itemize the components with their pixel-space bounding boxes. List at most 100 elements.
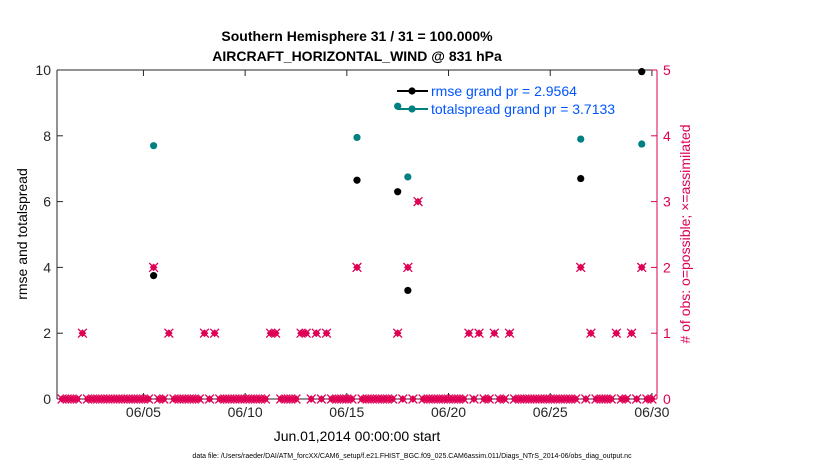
- obs-count-point: [626, 328, 637, 339]
- obs-cross-b: [270, 328, 281, 339]
- obs-cross-b: [209, 328, 220, 339]
- obs-count-point: [499, 394, 510, 404]
- obs-cross-b: [489, 328, 500, 339]
- obs-count-point: [311, 328, 322, 339]
- totalspread-point: [404, 173, 412, 181]
- obs-count-point: [392, 328, 403, 339]
- obs-count-point: [647, 394, 657, 404]
- obs-count-point: [636, 262, 647, 273]
- obs-count-point: [621, 394, 632, 404]
- obs-cross-b: [408, 394, 418, 404]
- x-axis-label: Jun.01,2014 00:00:00 start: [274, 428, 441, 444]
- totalspread-point: [638, 140, 646, 148]
- totalspread-point: [577, 135, 585, 143]
- obs-count-point: [306, 394, 317, 404]
- obs-count-point: [606, 394, 617, 404]
- obs-count-point: [504, 328, 515, 339]
- obs-cross-b: [474, 328, 484, 339]
- obs-count-point: [301, 328, 312, 339]
- obs-count-point: [260, 394, 271, 404]
- obs-cross-b: [575, 262, 586, 273]
- obs-count-point: [209, 328, 220, 339]
- plot-area: [56, 69, 658, 400]
- obs-count-point: [174, 394, 184, 404]
- obs-count-point: [204, 394, 215, 404]
- rmse-point: [638, 68, 646, 76]
- x-tick-label: 06/10: [228, 404, 263, 420]
- obs-cross-b: [631, 394, 642, 404]
- right-y-tick-label: 0: [663, 391, 671, 407]
- rmse-point: [577, 174, 585, 183]
- obs-count-point: [474, 328, 484, 339]
- obs-count-point: [387, 394, 398, 404]
- obs-cross-b: [158, 394, 169, 404]
- chart-title-line1: Southern Hemisphere 31 / 31 = 100.000%: [221, 28, 493, 44]
- obs-cross-b: [306, 394, 317, 404]
- obs-count-point: [316, 394, 327, 404]
- obs-count-point: [489, 328, 500, 339]
- obs-count-point: [77, 328, 88, 339]
- obs-count-point: [194, 394, 205, 404]
- obs-cross-b: [458, 394, 469, 404]
- totalspread-point: [394, 102, 402, 110]
- rmse-point: [404, 286, 412, 295]
- obs-count-point: [158, 394, 169, 404]
- obs-cross-b: [347, 394, 357, 404]
- rmse-point: [150, 272, 158, 280]
- obs-cross-b: [484, 394, 495, 404]
- obs-cross-b: [586, 328, 596, 339]
- chart-title-line2: AIRCRAFT_HORIZONTAL_WIND @ 831 hPa: [212, 48, 502, 64]
- right-y-tick-label: 5: [663, 62, 671, 78]
- obs-count-point: [484, 394, 495, 404]
- left-y-tick-label: 0: [43, 391, 51, 407]
- rmse-point: [353, 176, 361, 184]
- obs-count-point: [148, 262, 159, 273]
- obs-cross-b: [397, 394, 408, 404]
- obs-cross-b: [311, 328, 322, 339]
- obs-cross-b: [204, 394, 215, 404]
- left-y-tick-label: 2: [43, 325, 51, 341]
- obs-count-point: [575, 262, 586, 273]
- totalspread-point: [353, 133, 361, 142]
- obs-cross-b: [469, 394, 479, 404]
- rmse-point: [394, 188, 402, 196]
- obs-cross-b: [291, 394, 301, 404]
- x-tick-label: 06/30: [634, 404, 669, 420]
- x-tick-label: 06/05: [126, 404, 161, 420]
- legend-marker: [408, 87, 416, 95]
- obs-count-point: [586, 328, 596, 339]
- left-y-axis-label: rmse and totalspread: [14, 168, 30, 300]
- obs-cross-b: [606, 394, 617, 404]
- obs-cross-b: [626, 328, 637, 339]
- obs-count-point: [164, 328, 174, 339]
- left-y-tick-label: 8: [43, 128, 51, 144]
- obs-cross-b: [499, 394, 510, 404]
- obs-cross-b: [164, 328, 174, 339]
- obs-cross-b: [316, 394, 327, 404]
- legend-marker: [408, 105, 416, 113]
- obs-count-point: [153, 394, 164, 404]
- obs-count-point: [291, 394, 301, 404]
- right-y-tick-label: 4: [663, 128, 671, 144]
- obs-cross-b: [260, 394, 271, 404]
- obs-count-point: [347, 394, 357, 404]
- obs-count-point: [72, 394, 83, 404]
- obs-count-point: [402, 262, 413, 273]
- obs-cross-b: [199, 328, 210, 339]
- right-y-tick-label: 1: [663, 325, 671, 341]
- obs-cross-b: [570, 394, 581, 404]
- plot-background: [57, 70, 657, 399]
- legend-label: rmse grand pr = 2.9564: [431, 83, 577, 99]
- obs-cross-b: [402, 262, 413, 273]
- obs-cross-b: [143, 394, 154, 404]
- obs-count-point: [570, 394, 581, 404]
- x-tick-label: 06/20: [431, 404, 466, 420]
- obs-cross-b: [387, 394, 398, 404]
- obs-count-point: [631, 394, 642, 404]
- obs-count-point: [143, 394, 154, 404]
- obs-cross-b: [72, 394, 83, 404]
- right-y-axis-label: # of obs: o=possible; ×=assimilated: [677, 124, 693, 343]
- right-y-tick-label: 3: [663, 194, 671, 210]
- obs-count-point: [413, 196, 423, 207]
